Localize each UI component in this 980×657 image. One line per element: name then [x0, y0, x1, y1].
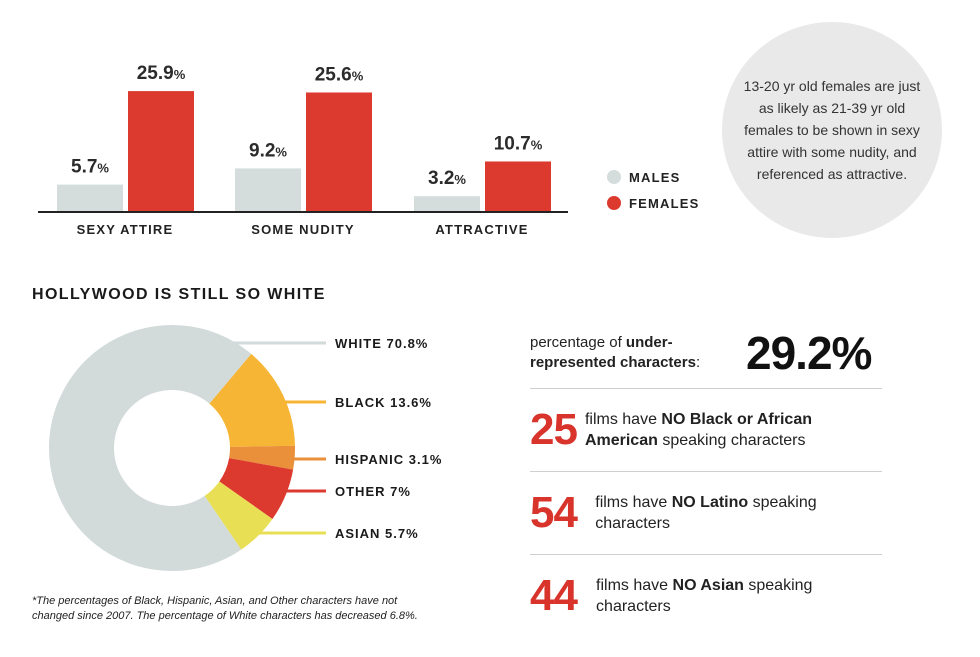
- slice-label-white: WHITE 70.8%: [335, 336, 428, 351]
- slice-white: [48, 325, 252, 571]
- underrep-value: 29.2%: [746, 327, 872, 379]
- slice-label-black: BLACK 13.6%: [335, 395, 432, 410]
- slice-hispanic: [229, 445, 295, 470]
- bar-marks: 5.7% 25.9% SEXY ATTIRE 9.2% 25.6% SOME NUDITY…: [57, 63, 551, 237]
- stat-text-bold: NO Asian: [672, 577, 744, 594]
- category-label: ATTRACTIVE: [435, 222, 528, 237]
- legend-swatch-males: [607, 170, 621, 184]
- bar-value-label: 3.2%: [428, 168, 466, 189]
- stat-text-bold: NO Black or African American: [584, 411, 812, 449]
- bar-females-sexy-attire: [128, 91, 194, 211]
- bar-value-label: 25.6%: [315, 64, 364, 85]
- stat-text-post: speaking characters: [657, 432, 806, 449]
- donut-chart: WHITE 70.8% BLACK 13.6% HISPANIC 3.1% OTHER…: [48, 325, 442, 571]
- stat-text-post: speaking characters: [596, 577, 813, 615]
- slice-other: [219, 458, 294, 520]
- stat-number: 44: [530, 571, 578, 620]
- stat-number: 54: [530, 488, 578, 537]
- bar-females-attractive: [485, 161, 551, 211]
- bar-value-label: 9.2%: [249, 140, 287, 161]
- info-bubble: 13-20 yr old females are just as likely …: [722, 22, 942, 238]
- stat-text-bold: NO Latino: [671, 494, 749, 511]
- stat-row: 25 films have NO Black or African Americ…: [530, 389, 882, 472]
- info-bubble-text: 13-20 yr old females are just as likely …: [743, 78, 921, 182]
- slice-black: [209, 353, 295, 447]
- bar-legend: MALES FEMALES: [607, 170, 700, 211]
- stat-text: films have NO Asian speaking characters: [596, 575, 882, 617]
- legend-label-females: FEMALES: [629, 196, 700, 211]
- bar-value-label: 25.9%: [137, 63, 186, 84]
- stat-text-pre: films have: [584, 411, 662, 428]
- stat-row: 44 films have NO Asian speaking characte…: [530, 555, 882, 637]
- underrep-label-bold: under-represented characters: [530, 334, 696, 371]
- stat-number: 25: [530, 405, 578, 454]
- bar-males-sexy-attire: [57, 184, 123, 211]
- bar-value-label: 5.7%: [71, 157, 109, 178]
- underrep-row: percentage of under-represented characte…: [530, 318, 882, 389]
- category-label: SOME NUDITY: [251, 222, 354, 237]
- stat-text: films have NO Black or African American …: [585, 409, 882, 451]
- legend-swatch-females: [607, 196, 621, 210]
- stats-panel: percentage of under-represented characte…: [530, 318, 882, 637]
- slice-label-asian: ASIAN 5.7%: [335, 526, 419, 541]
- bar-males-attractive: [414, 196, 480, 211]
- stat-text-pre: films have: [595, 494, 672, 511]
- bar-males-some-nudity: [235, 168, 301, 211]
- bar-chart: 5.7% 25.9% SEXY ATTIRE 9.2% 25.6% SOME NUDITY…: [38, 63, 700, 237]
- underrep-label-pre: percentage of: [530, 334, 626, 351]
- slice-label-other: OTHER 7%: [335, 484, 411, 499]
- slice-label-hispanic: HISPANIC 3.1%: [335, 452, 442, 467]
- footnote: *The percentages of Black, Hispanic, Asi…: [32, 595, 418, 622]
- underrep-label-post: :: [695, 354, 701, 371]
- pie-title: HOLLYWOOD IS STILL SO WHITE: [32, 286, 326, 303]
- legend-label-males: MALES: [629, 170, 681, 185]
- underrep-label: percentage of under-represented characte…: [530, 333, 740, 373]
- stat-text-post: speaking characters: [595, 494, 817, 532]
- stat-text: films have NO Latino speaking characters: [595, 492, 882, 534]
- donut-marks: WHITE 70.8% BLACK 13.6% HISPANIC 3.1% OTHER…: [48, 325, 442, 571]
- bar-females-some-nudity: [306, 92, 372, 211]
- stat-text-pre: films have: [596, 577, 673, 594]
- category-label: SEXY ATTIRE: [77, 222, 174, 237]
- bar-value-label: 10.7%: [494, 133, 543, 154]
- stat-row: 54 films have NO Latino speaking charact…: [530, 472, 882, 555]
